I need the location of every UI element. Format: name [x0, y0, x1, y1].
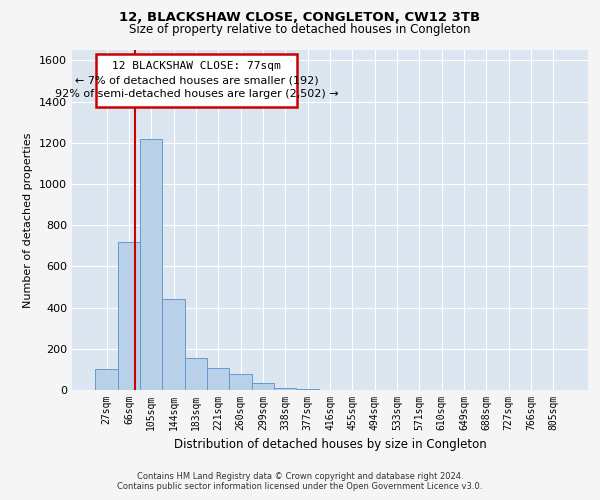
Bar	[229, 374, 252, 390]
Bar	[95, 370, 118, 390]
Bar	[163, 300, 185, 390]
Bar	[252, 383, 274, 390]
Text: ← 7% of detached houses are smaller (192): ← 7% of detached houses are smaller (192…	[74, 76, 318, 86]
X-axis label: Distribution of detached houses by size in Congleton: Distribution of detached houses by size …	[173, 438, 487, 452]
Bar	[207, 368, 229, 390]
Bar	[274, 388, 296, 390]
FancyBboxPatch shape	[96, 54, 297, 106]
Bar	[118, 242, 140, 390]
Text: Contains HM Land Registry data © Crown copyright and database right 2024.: Contains HM Land Registry data © Crown c…	[137, 472, 463, 481]
Text: 12, BLACKSHAW CLOSE, CONGLETON, CW12 3TB: 12, BLACKSHAW CLOSE, CONGLETON, CW12 3TB	[119, 11, 481, 24]
Text: Size of property relative to detached houses in Congleton: Size of property relative to detached ho…	[129, 22, 471, 36]
Text: 92% of semi-detached houses are larger (2,502) →: 92% of semi-detached houses are larger (…	[55, 89, 338, 99]
Text: 12 BLACKSHAW CLOSE: 77sqm: 12 BLACKSHAW CLOSE: 77sqm	[112, 62, 281, 72]
Text: Contains public sector information licensed under the Open Government Licence v3: Contains public sector information licen…	[118, 482, 482, 491]
Y-axis label: Number of detached properties: Number of detached properties	[23, 132, 34, 308]
Bar	[140, 138, 163, 390]
Bar	[185, 358, 207, 390]
